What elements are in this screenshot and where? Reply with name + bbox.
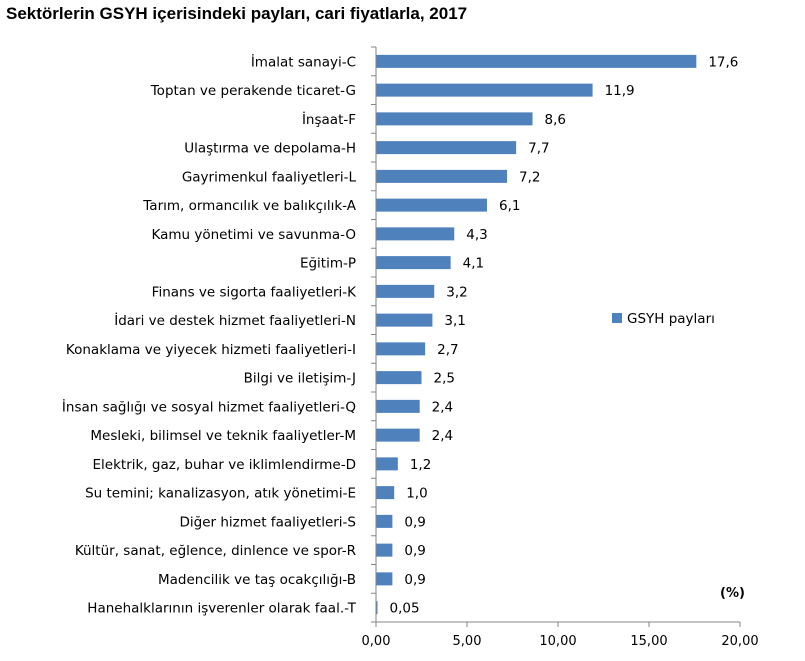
value-label: 17,6: [708, 54, 738, 70]
category-labels-group: İmalat sanayi-C Toptan ve perakende ticar…: [62, 52, 357, 616]
value-label: 6,1: [499, 198, 520, 214]
bar: [376, 54, 697, 68]
bar: [376, 601, 378, 615]
bar: [376, 313, 433, 327]
bar: [376, 141, 517, 155]
x-tick-label: 15,00: [630, 634, 667, 649]
category-label: İnsan sağlığı ve sosyal hizmet faaliyetl…: [62, 397, 356, 415]
legend: GSYH payları: [612, 311, 715, 327]
bar: [376, 198, 488, 212]
legend-label-gsyh: GSYH payları: [627, 311, 715, 327]
value-labels-group: 17,6 11,9 8,6 7,7 7,2 6,1 4,3 4,1 3,2 3,1 2,7 2,5 2,…: [390, 54, 739, 616]
bar: [376, 83, 593, 97]
category-label: İnşaat-F: [302, 110, 356, 128]
category-label: İdari ve destek hizmet faaliyetleri-N: [114, 311, 356, 329]
x-tick-label: 5,00: [453, 634, 482, 649]
category-label: Su temini; kanalizasyon, atık yönetimi-E: [85, 486, 356, 502]
bar: [376, 457, 398, 471]
bar: [376, 112, 533, 126]
x-tick-label: 0,00: [362, 634, 391, 649]
value-label: 11,9: [605, 83, 635, 99]
bars-group: [376, 54, 697, 615]
category-label: İmalat sanayi-C: [251, 52, 356, 70]
value-label: 1,0: [406, 486, 427, 502]
bar: [376, 342, 426, 356]
category-label: Gayrimenkul faaliyetleri-L: [182, 169, 357, 185]
category-label: Ulaştırma ve depolama-H: [184, 141, 356, 157]
category-label: Mesleki, bilimsel ve teknik faaliyetler-…: [90, 428, 356, 444]
category-label: Tarım, ormancılık ve balıkçılık-A: [142, 198, 356, 214]
bar: [376, 543, 393, 557]
category-label: Kültür, sanat, eğlence, dinlence ve spor…: [75, 543, 356, 559]
value-label: 4,3: [466, 227, 487, 243]
category-label: Finans ve sigorta faaliyetleri-K: [152, 284, 357, 300]
x-tick-label: 10,00: [539, 634, 576, 649]
bar: [376, 572, 393, 586]
bar: [376, 514, 393, 528]
value-label: 8,6: [545, 112, 566, 128]
value-label: 3,1: [444, 313, 465, 329]
bar: [376, 428, 420, 442]
category-label: Diğer hizmet faaliyetleri-S: [180, 514, 356, 530]
bar: [376, 399, 420, 413]
value-label: 4,1: [463, 256, 484, 272]
category-label: Hanehalklarının işverenler olarak faal.-…: [87, 601, 356, 617]
value-label: 3,2: [446, 284, 467, 300]
value-label: 0,05: [390, 601, 420, 617]
value-label: 2,5: [434, 371, 455, 387]
bar: [376, 284, 435, 298]
value-label: 0,9: [404, 572, 425, 588]
bar: [376, 371, 422, 385]
x-tick-label: 20,00: [721, 634, 758, 649]
value-label: 1,2: [410, 457, 431, 473]
value-label: 0,9: [404, 514, 425, 530]
bar: [376, 227, 455, 241]
legend-swatch-gsyh: [612, 313, 622, 323]
unit-label: (%): [720, 586, 745, 601]
category-label: Toptan ve perakende ticaret-G: [150, 83, 356, 99]
bar: [376, 169, 508, 183]
value-label: 7,2: [519, 169, 540, 185]
category-label: Elektrik, gaz, buhar ve iklimlendirme-D: [93, 457, 356, 473]
chart-title: Sektörlerin GSYH içerisindeki payları, c…: [6, 4, 468, 23]
category-label: Eğitim-P: [300, 256, 356, 272]
category-label: Madencilik ve taş ocakçılığı-B: [158, 572, 356, 588]
category-label: Kamu yönetimi ve savunma-O: [151, 227, 356, 243]
value-label: 0,9: [404, 543, 425, 559]
value-label: 2,4: [432, 399, 453, 415]
category-label: Bilgi ve iletişim-J: [244, 371, 356, 387]
value-label: 2,7: [437, 342, 458, 358]
bar: [376, 486, 395, 500]
bar: [376, 256, 451, 270]
value-label: 7,7: [528, 141, 549, 157]
category-label: Konaklama ve yiyecek hizmeti faaliyetler…: [66, 342, 356, 358]
value-label: 2,4: [432, 428, 453, 444]
axes-group: 0,00 5,00 10,00 15,00 20,00: [362, 46, 759, 649]
